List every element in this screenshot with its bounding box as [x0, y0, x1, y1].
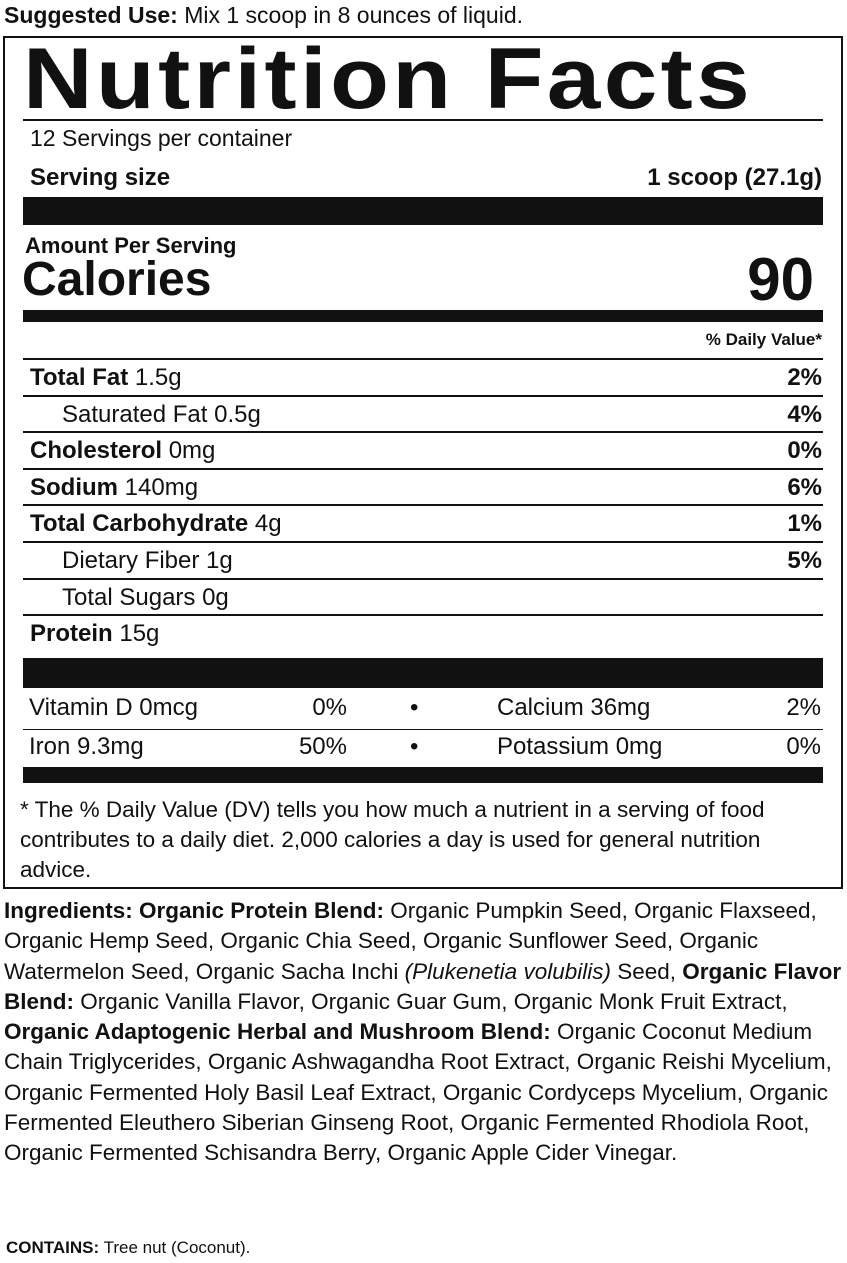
nutrient-daily-value: 0% — [787, 437, 822, 465]
amount-per-serving: Amount Per Serving — [25, 231, 817, 261]
nutrient-name: Protein — [30, 620, 113, 648]
serving-size-row: Serving size 1 scoop (27.1g) — [30, 163, 822, 193]
vitamin-daily-value: 0% — [786, 733, 821, 760]
nutrient-amount: 0mg — [162, 437, 216, 465]
serving-size-label: Serving size — [30, 164, 171, 191]
divider — [23, 119, 823, 121]
panel-title: Nutrition Facts — [23, 31, 754, 127]
divider — [23, 541, 823, 543]
nutrient-row: Total Carbohydrate 4g 1% — [30, 509, 822, 539]
divider — [23, 614, 823, 617]
contains-statement: CONTAINS: Tree nut (Coconut). — [6, 1238, 250, 1258]
servings-per-container: 12 Servings per container — [30, 123, 822, 153]
ingredients-segment: Organic Adaptogenic Herbal and Mushroom … — [4, 1019, 551, 1045]
ingredients-segment: Organic Vanilla Flavor, Organic Guar Gum… — [74, 988, 788, 1014]
nutrient-name: Total Carbohydrate — [30, 510, 249, 538]
thick-bar — [23, 658, 823, 688]
divider — [23, 431, 823, 434]
nutrient-name: Sodium — [30, 473, 118, 501]
contains-label: CONTAINS: — [6, 1238, 100, 1257]
daily-value-header: % Daily Value* — [30, 325, 822, 355]
vitamin-name: Iron 9.3mg — [29, 733, 144, 760]
servings-text: 12 Servings per container — [30, 125, 293, 151]
nutrient-name: Dietary Fiber — [62, 547, 200, 574]
amount-per-serving-label: Amount Per Serving — [25, 233, 237, 258]
nutrition-facts-panel — [3, 36, 843, 889]
ingredients-segment: Seed, — [610, 958, 683, 984]
nutrient-name-amount: Cholesterol 0mg — [30, 436, 215, 466]
nutrient-name: Total Fat — [30, 364, 129, 391]
nutrient-name-amount: Dietary Fiber 1g — [62, 546, 233, 576]
suggested-use-label: Suggested Use: — [4, 2, 178, 28]
nutrient-amount: 1g — [199, 547, 233, 574]
daily-value-header-text: % Daily Value* — [705, 330, 822, 349]
ingredients-segment: Organic Pumpkin Seed, Organic Flaxseed, … — [4, 898, 817, 984]
divider — [23, 358, 823, 360]
vitamin-daily-value: 0% — [312, 694, 347, 721]
divider — [23, 504, 823, 507]
nutrient-row: Total Sugars 0g — [62, 583, 822, 613]
nutrient-row: Total Fat 1.5g 2% — [30, 363, 822, 393]
vitamin-daily-value: 50% — [298, 733, 347, 760]
nutrient-name: Total Sugars — [62, 583, 196, 611]
footnote: * The % Daily Value (DV) tells you how m… — [20, 797, 765, 882]
nutrient-name-amount: Total Sugars 0g — [62, 583, 229, 613]
suggested-use: Suggested Use: Mix 1 scoop in 8 ounces o… — [4, 0, 523, 30]
bullet-separator: • — [410, 733, 419, 760]
calories-row: Calories 90 — [22, 250, 814, 310]
divider — [23, 729, 823, 730]
nutrient-amount: 140mg — [118, 473, 199, 501]
calories-value: 90 — [747, 246, 814, 313]
vitamin-name: Vitamin D 0mcg — [29, 694, 198, 721]
nutrient-daily-value: 5% — [787, 547, 822, 574]
nutrient-amount: 1.5g — [128, 364, 182, 391]
nutrient-amount: 0.5g — [207, 400, 261, 428]
nutrient-name-amount: Total Carbohydrate 4g — [30, 509, 282, 539]
nutrient-name: Saturated Fat — [62, 400, 208, 428]
serving-size-value: 1 scoop (27.1g) — [647, 164, 822, 191]
nutrient-amount: 0g — [195, 583, 229, 611]
vitamin-name: Potassium 0mg — [497, 733, 663, 760]
contains-text: Tree nut (Coconut). — [99, 1238, 251, 1257]
ingredients-segment: Ingredients: — [4, 898, 140, 923]
nutrient-amount: 15g — [112, 620, 160, 648]
ingredients-segment: Organic Flavor Blend: — [4, 958, 842, 1014]
thick-bar — [23, 310, 823, 322]
nutrient-row: Cholesterol 0mg 0% — [30, 436, 822, 466]
nutrient-name-amount: Total Fat 1.5g — [30, 363, 182, 393]
vitamin-name: Calcium 36mg — [497, 694, 651, 721]
ingredients-segment: Organic Protein Blend: — [139, 898, 385, 923]
ingredients-segment: Organic Coconut Medium Chain Triglycerid… — [4, 1019, 832, 1166]
nutrient-row: Protein 15g — [30, 619, 822, 649]
nutrient-name-amount: Protein 15g — [30, 619, 159, 649]
ingredients-segment: (Plukenetia volubilis) — [404, 958, 611, 984]
thick-bar — [23, 197, 823, 225]
divider — [23, 467, 823, 470]
divider — [23, 394, 823, 397]
nutrient-row: Dietary Fiber 1g 5% — [62, 546, 822, 576]
nutrient-name-amount: Saturated Fat 0.5g — [62, 400, 261, 430]
calories-label: Calories — [22, 253, 212, 306]
nutrient-daily-value: 6% — [787, 473, 822, 501]
thick-bar — [23, 767, 823, 783]
nutrient-amount: 4g — [248, 510, 282, 538]
nutrient-daily-value: 2% — [787, 364, 822, 391]
nutrient-row: Sodium 140mg 6% — [30, 473, 822, 503]
vitamin-daily-value: 2% — [786, 694, 821, 721]
divider — [23, 577, 823, 580]
nutrient-daily-value: 1% — [787, 510, 822, 538]
nutrient-daily-value: 4% — [787, 400, 822, 428]
nutrient-row: Saturated Fat 0.5g 4% — [62, 400, 822, 430]
nutrient-name: Cholesterol — [30, 437, 163, 465]
ingredients: Ingredients: Organic Protein Blend: Orga… — [4, 896, 844, 1169]
bullet-separator: • — [410, 694, 419, 721]
suggested-use-text: Mix 1 scoop in 8 ounces of liquid. — [177, 2, 524, 28]
nutrient-name-amount: Sodium 140mg — [30, 473, 198, 503]
